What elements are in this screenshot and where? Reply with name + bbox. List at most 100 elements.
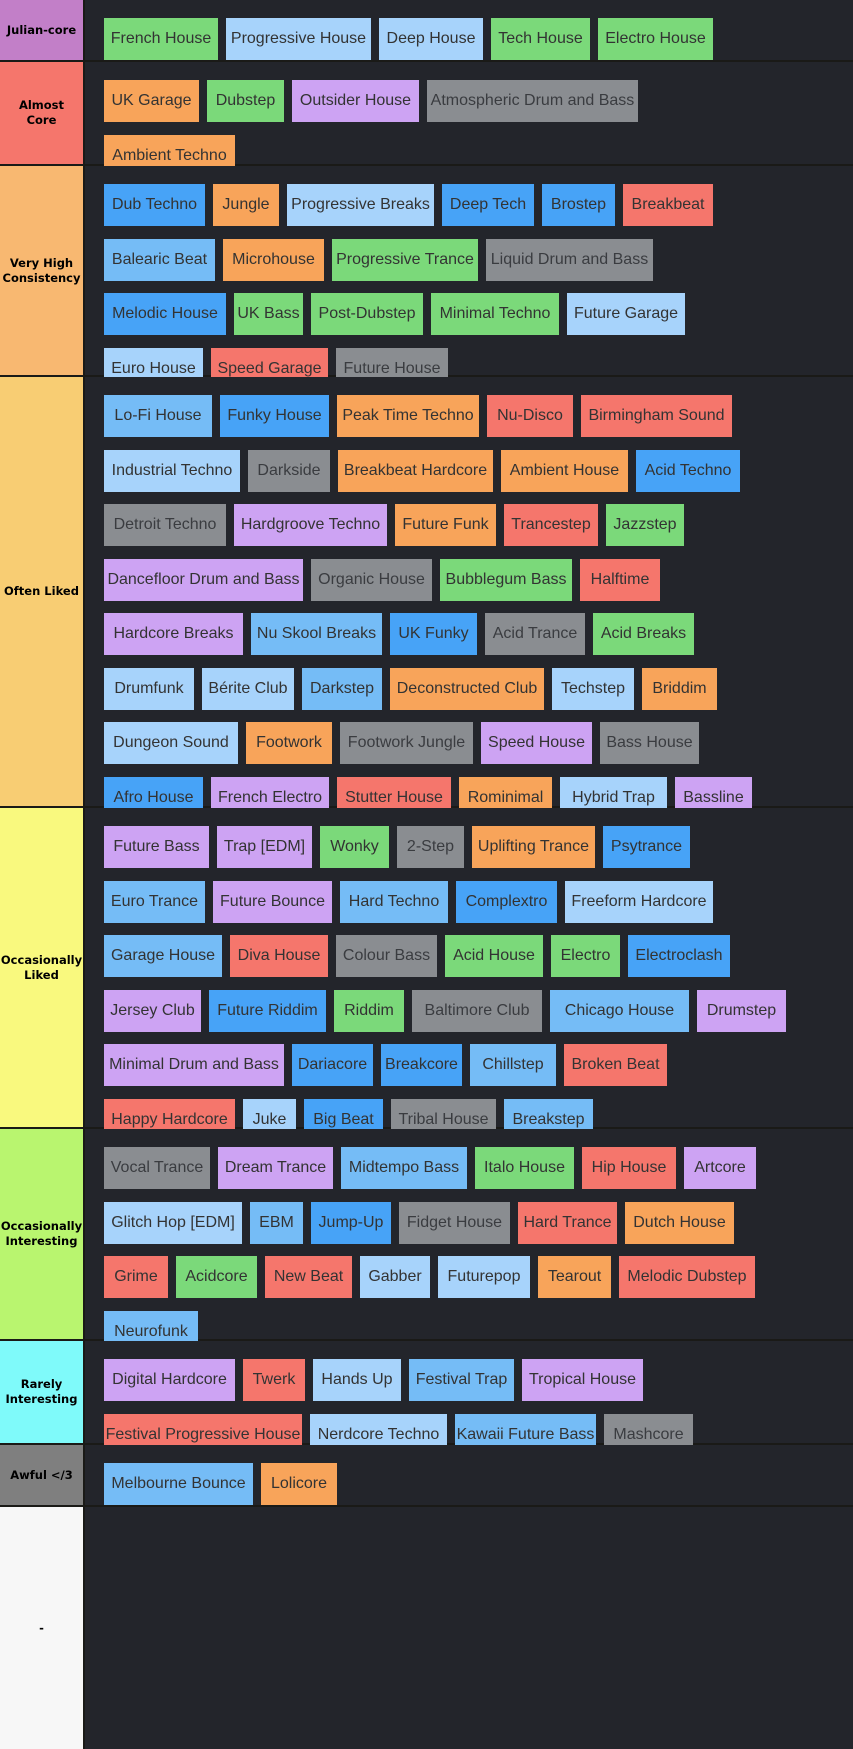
genre-tag[interactable]: Acid Breaks [593, 613, 694, 655]
genre-tag[interactable]: Dancefloor Drum and Bass [104, 559, 303, 601]
genre-tag[interactable]: Grime [104, 1256, 168, 1298]
tier-items-dropzone[interactable]: UK Garage Dubstep Outsider House Atmospheri… [85, 62, 853, 177]
genre-tag[interactable]: Broken Beat [564, 1044, 667, 1086]
genre-tag[interactable]: Chicago House [550, 990, 689, 1032]
genre-tag[interactable]: Garage House [104, 935, 222, 977]
genre-tag[interactable]: Hard Techno [340, 881, 448, 923]
tier-label[interactable]: Awful </3 [0, 1445, 83, 1505]
genre-tag[interactable]: Techstep [552, 668, 634, 710]
genre-tag[interactable]: Electro House [598, 18, 713, 60]
genre-tag[interactable]: Future Bounce [213, 881, 332, 923]
genre-tag[interactable]: Artcore [684, 1147, 756, 1189]
tier-items-dropzone[interactable]: Digital Hardcore Twerk Hands Up Festival Tr… [85, 1341, 853, 1456]
tier-label[interactable]: Occasionally Interesting [0, 1129, 83, 1339]
genre-tag[interactable]: Melodic Dubstep [619, 1256, 755, 1298]
genre-tag[interactable]: Acid Techno [636, 450, 740, 492]
genre-tag[interactable]: Footwork Jungle [340, 722, 473, 764]
genre-tag[interactable]: Chillstep [470, 1044, 556, 1086]
genre-tag[interactable]: Bubblegum Bass [440, 559, 572, 601]
tier-label[interactable]: Rarely Interesting [0, 1341, 83, 1443]
genre-tag[interactable]: Digital Hardcore [104, 1359, 235, 1401]
genre-tag[interactable]: Melodic House [104, 293, 226, 335]
genre-tag[interactable]: Jump-Up [311, 1202, 391, 1244]
genre-tag[interactable]: EBM [250, 1202, 303, 1244]
genre-tag[interactable]: Jazzstep [606, 504, 684, 546]
genre-tag[interactable]: Fidget House [399, 1202, 510, 1244]
genre-tag[interactable]: Baltimore Club [412, 990, 542, 1032]
genre-tag[interactable]: Breakbeat Hardcore [338, 450, 493, 492]
genre-tag[interactable]: Progressive Trance [332, 239, 478, 281]
genre-tag[interactable]: Bérite Club [202, 668, 294, 710]
genre-tag[interactable]: Dariacore [292, 1044, 373, 1086]
genre-tag[interactable]: Progressive Breaks [287, 184, 434, 226]
genre-tag[interactable]: Gabber [360, 1256, 430, 1298]
genre-tag[interactable]: Peak Time Techno [337, 395, 479, 437]
genre-tag[interactable]: Hardgroove Techno [234, 504, 387, 546]
tier-label[interactable]: Almost Core [0, 62, 83, 164]
tier-items-dropzone[interactable]: Future Bass Trap [EDM] Wonky 2-Step Upliftin… [85, 808, 853, 1141]
tier-label[interactable]: Julian-core [0, 0, 83, 60]
genre-tag[interactable]: Minimal Techno [431, 293, 559, 335]
genre-tag[interactable]: Futurepop [438, 1256, 530, 1298]
genre-tag[interactable]: Glitch Hop [EDM] [104, 1202, 242, 1244]
genre-tag[interactable]: Minimal Drum and Bass [104, 1044, 284, 1086]
genre-tag[interactable]: Wonky [320, 826, 389, 868]
genre-tag[interactable]: Twerk [243, 1359, 305, 1401]
genre-tag[interactable]: Hardcore Breaks [104, 613, 243, 655]
genre-tag[interactable]: Halftime [580, 559, 660, 601]
tier-label[interactable]: - [0, 1507, 83, 1749]
genre-tag[interactable]: 2-Step [397, 826, 464, 868]
genre-tag[interactable]: Deconstructed Club [390, 668, 544, 710]
genre-tag[interactable]: Colour Bass [336, 935, 437, 977]
genre-tag[interactable]: Lo-Fi House [104, 395, 212, 437]
genre-tag[interactable]: Psytrance [603, 826, 690, 868]
genre-tag[interactable]: Briddim [642, 668, 717, 710]
genre-tag[interactable]: Dub Techno [104, 184, 205, 226]
tier-items-dropzone[interactable]: Dub Techno Jungle Progressive Breaks Deep T… [85, 166, 853, 390]
genre-tag[interactable]: Uplifting Trance [472, 826, 595, 868]
genre-tag[interactable]: Complextro [456, 881, 557, 923]
genre-tag[interactable]: Industrial Techno [104, 450, 240, 492]
genre-tag[interactable]: UK Bass [234, 293, 303, 335]
genre-tag[interactable]: Midtempo Bass [341, 1147, 467, 1189]
genre-tag[interactable]: Deep House [379, 18, 483, 60]
genre-tag[interactable]: Melbourne Bounce [104, 1463, 253, 1505]
genre-tag[interactable]: Electro [551, 935, 620, 977]
genre-tag[interactable]: Riddim [334, 990, 404, 1032]
genre-tag[interactable]: Diva House [230, 935, 328, 977]
genre-tag[interactable]: Hands Up [313, 1359, 401, 1401]
genre-tag[interactable]: Acid House [445, 935, 543, 977]
genre-tag[interactable]: Organic House [311, 559, 432, 601]
genre-tag[interactable]: Progressive House [226, 18, 371, 60]
genre-tag[interactable]: Deep Tech [442, 184, 534, 226]
genre-tag[interactable]: Outsider House [292, 80, 419, 122]
genre-tag[interactable]: Dubstep [207, 80, 284, 122]
genre-tag[interactable]: Jungle [213, 184, 279, 226]
genre-tag[interactable]: Brostep [542, 184, 615, 226]
genre-tag[interactable]: Festival Trap [409, 1359, 514, 1401]
genre-tag[interactable]: Hip House [582, 1147, 676, 1189]
genre-tag[interactable]: Future Bass [104, 826, 209, 868]
tier-items-dropzone[interactable]: Vocal Trance Dream Trance Midtempo Bass Ita… [85, 1129, 853, 1353]
genre-tag[interactable]: Detroit Techno [104, 504, 226, 546]
genre-tag[interactable]: Microhouse [223, 239, 324, 281]
genre-tag[interactable]: Future Riddim [209, 990, 326, 1032]
genre-tag[interactable]: Hard Trance [518, 1202, 617, 1244]
genre-tag[interactable]: Lolicore [261, 1463, 337, 1505]
tier-label[interactable]: Often Liked [0, 377, 83, 806]
genre-tag[interactable]: UK Garage [104, 80, 199, 122]
tier-items-dropzone[interactable]: Lo-Fi House Funky House Peak Time Techno Nu… [85, 377, 853, 819]
tier-items-dropzone[interactable]: French House Progressive House Deep House T… [85, 0, 853, 60]
genre-tag[interactable]: Jersey Club [104, 990, 201, 1032]
tier-items-dropzone[interactable] [85, 1507, 853, 1749]
genre-tag[interactable]: Liquid Drum and Bass [486, 239, 653, 281]
genre-tag[interactable]: French House [104, 18, 218, 60]
genre-tag[interactable]: Darkstep [302, 668, 382, 710]
genre-tag[interactable]: Funky House [220, 395, 329, 437]
genre-tag[interactable]: Italo House [475, 1147, 574, 1189]
genre-tag[interactable]: Footwork [246, 722, 332, 764]
tier-label[interactable]: Very High Consistency [0, 166, 83, 375]
genre-tag[interactable]: Trap [EDM] [217, 826, 312, 868]
genre-tag[interactable]: Trancestep [504, 504, 598, 546]
genre-tag[interactable]: Freeform Hardcore [565, 881, 713, 923]
